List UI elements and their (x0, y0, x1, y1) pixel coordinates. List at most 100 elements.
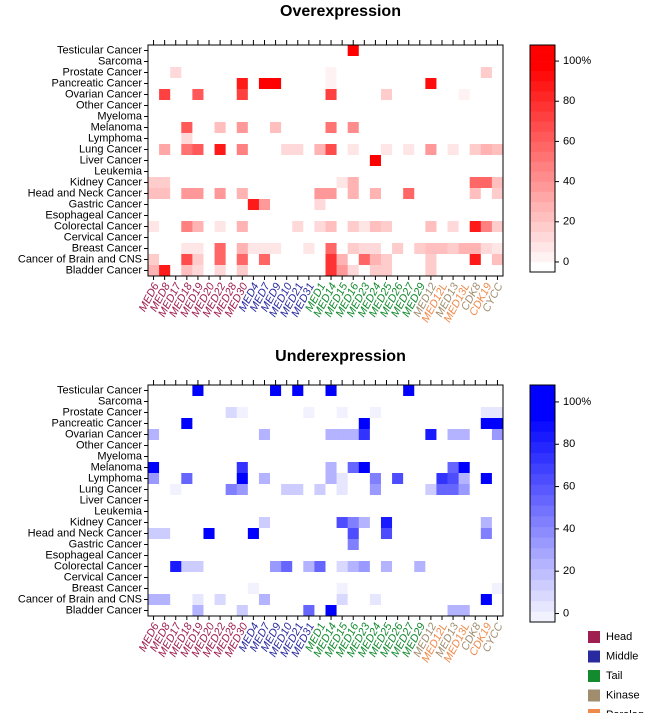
heat-cell (447, 89, 459, 101)
heat-cell (270, 550, 282, 562)
heat-cell (181, 528, 193, 540)
heat-cell (292, 418, 304, 430)
row-label: Breast Cancer (72, 242, 143, 254)
heat-cell (203, 133, 215, 145)
heat-cell (414, 265, 426, 277)
heat-cell (214, 265, 226, 277)
heat-cell (170, 89, 182, 101)
heat-cell (369, 418, 382, 430)
heat-cell (436, 528, 448, 540)
heat-cell (225, 473, 238, 485)
heat-cell (347, 177, 360, 189)
heat-cell (225, 155, 238, 167)
heat-cell (225, 78, 238, 90)
heat-cell (325, 67, 337, 79)
heat-cell (369, 221, 382, 233)
heat-cell (203, 100, 215, 112)
heat-cell (281, 254, 293, 266)
heat-cell (325, 528, 337, 540)
heat-cell (203, 506, 215, 518)
heat-cell (214, 429, 226, 441)
heat-cell (170, 243, 182, 255)
heat-cell (303, 407, 315, 419)
heat-cell (148, 429, 160, 441)
heat-cell (403, 199, 415, 211)
heat-cell (458, 210, 471, 222)
heat-cell (369, 45, 382, 57)
heat-cell (203, 495, 215, 507)
heat-cell (380, 484, 393, 496)
heat-cell (314, 78, 326, 90)
heat-cell (170, 199, 182, 211)
heat-cell (369, 440, 382, 452)
heat-cell (170, 78, 182, 90)
heat-cell (358, 89, 371, 101)
heat-cell (480, 539, 493, 551)
heat-cell (414, 78, 426, 90)
heat-cell (469, 462, 482, 474)
heat-cell (436, 539, 448, 551)
heat-cell (214, 418, 226, 430)
heat-cell (159, 539, 171, 551)
heat-cell (170, 572, 182, 584)
heat-cell (203, 166, 215, 178)
heat-cell (491, 144, 504, 156)
heat-cell (480, 550, 493, 562)
heat-cell (203, 594, 215, 606)
heat-cell (148, 572, 160, 584)
heat-cell (236, 594, 249, 606)
heat-cell (303, 221, 315, 233)
heat-cell (214, 473, 226, 485)
heat-cell (436, 254, 448, 266)
heat-cell (369, 594, 382, 606)
heat-cell (425, 528, 437, 540)
heat-cell (181, 583, 193, 595)
heat-cell (447, 385, 459, 397)
heat-cell (491, 528, 504, 540)
heat-cell (181, 473, 193, 485)
row-label: Kidney Cancer (70, 516, 142, 528)
heat-cell (258, 462, 271, 474)
heat-cell (358, 188, 371, 200)
heat-cell (458, 166, 471, 178)
heat-cell (436, 407, 448, 419)
heat-cell (436, 111, 448, 123)
colorbar-step (530, 251, 555, 263)
heat-cell (392, 385, 404, 397)
heat-cell (236, 89, 249, 101)
heat-cell (325, 100, 337, 112)
heat-cell (214, 166, 226, 178)
heat-cell (380, 243, 393, 255)
heat-cell (447, 210, 459, 222)
heat-cell (491, 484, 504, 496)
colorbar-step (530, 385, 555, 390)
heat-cell (469, 495, 482, 507)
heat-cell (148, 67, 160, 79)
heat-cell (303, 451, 315, 463)
heat-cell (236, 111, 249, 123)
colorbar-step (530, 111, 555, 122)
heat-cell (192, 45, 204, 57)
heat-cell (491, 473, 504, 485)
heat-cell (303, 506, 315, 518)
heat-cell (358, 429, 371, 441)
heat-cell (469, 199, 482, 211)
heat-cell (236, 572, 249, 584)
heat-cell (225, 418, 238, 430)
heat-cell (369, 199, 382, 211)
heat-cell (447, 407, 459, 419)
heat-cell (392, 166, 404, 178)
heat-cell (447, 451, 459, 463)
heat-cell (447, 396, 459, 408)
legend-swatch (588, 650, 600, 663)
heat-cell (258, 561, 271, 573)
heat-cell (170, 418, 182, 430)
heat-cell (292, 572, 304, 584)
heat-cell (247, 78, 260, 90)
heat-cell (336, 418, 348, 430)
heat-cell (491, 199, 504, 211)
heat-cell (159, 396, 171, 408)
heat-cell (225, 385, 238, 397)
heat-cell (403, 265, 415, 277)
heat-cell (214, 385, 226, 397)
